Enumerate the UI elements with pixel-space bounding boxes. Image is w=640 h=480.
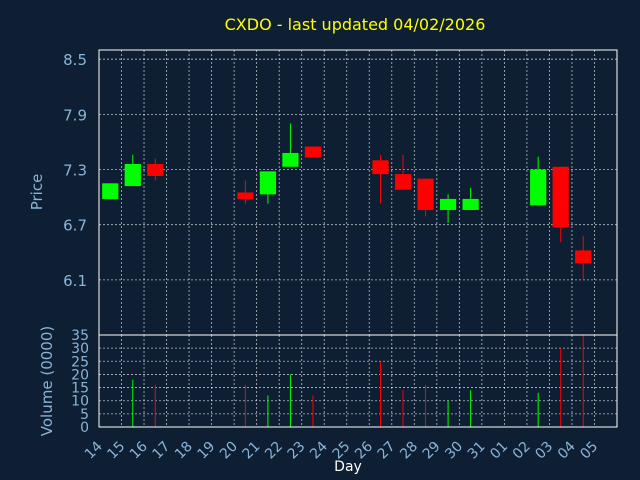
price-tick-label: 7.9 [63, 106, 87, 124]
day-tick-label: 29 [420, 439, 444, 463]
day-tick-label: 14 [82, 438, 106, 462]
x-axis-label: Day [334, 459, 362, 475]
day-tick-label: 20 [217, 439, 241, 463]
day-tick-label: 23 [285, 439, 309, 463]
day-tick-label: 24 [307, 438, 331, 462]
candle-body [237, 192, 254, 199]
candle-body [530, 169, 547, 206]
day-tick-label: 30 [442, 439, 466, 463]
candle-body [124, 164, 141, 187]
volume-tick-label: 30 [71, 341, 89, 357]
volume-tick-label: 20 [71, 367, 89, 383]
candles [102, 123, 592, 280]
candle-body [462, 198, 479, 210]
day-tick-label: 16 [127, 438, 151, 462]
volume-tick-label: 35 [71, 328, 89, 344]
volume-tick-label: 10 [71, 394, 89, 410]
volume-tick-label: 5 [80, 407, 89, 423]
price-gridlines [99, 50, 617, 335]
price-tick-label: 6.7 [63, 217, 87, 235]
day-tick-label: 03 [532, 439, 556, 463]
day-tick-label: 05 [577, 439, 601, 463]
candle-body [575, 250, 592, 264]
volume-bars [132, 335, 584, 427]
price-tick-labels: 8.5 7.9 7.3 6.7 6.1 [63, 51, 87, 290]
price-axis-label: Price [28, 174, 46, 211]
volume-tick-label: 0 [80, 420, 89, 436]
day-tick-label: 17 [149, 439, 173, 463]
candle-body [259, 171, 277, 195]
volume-axis-label: Volume (0000) [38, 326, 56, 436]
candle-body [439, 198, 457, 210]
candle-body [394, 174, 412, 190]
candle-body [417, 178, 434, 210]
price-tick-label: 7.3 [63, 162, 87, 180]
candle-body [552, 166, 569, 228]
day-tick-label: 18 [172, 439, 196, 463]
candle-body [102, 183, 119, 199]
candle-body [372, 160, 389, 175]
chart-title: CXDO - last updated 04/02/2026 [225, 15, 486, 34]
candle-body [282, 152, 299, 167]
volume-panel-border [98, 334, 618, 428]
candle-body [147, 164, 164, 176]
day-tick-label: 02 [510, 439, 534, 463]
day-tick-label: 28 [397, 439, 421, 463]
day-tick-label: 22 [262, 439, 286, 463]
volume-gridlines [99, 334, 617, 428]
price-tick-label: 8.5 [63, 51, 87, 69]
candle-body [304, 146, 322, 158]
day-tick-label: 15 [104, 439, 128, 463]
day-tick-label: 31 [465, 439, 489, 463]
price-tick-label: 6.1 [63, 272, 87, 290]
day-tick-label: 01 [487, 439, 511, 463]
volume-tick-label: 25 [71, 354, 89, 370]
volume-tick-label: 15 [71, 381, 89, 397]
day-tick-label: 21 [240, 439, 264, 463]
day-tick-label: 27 [375, 439, 399, 463]
day-tick-label: 04 [555, 438, 579, 462]
day-tick-label: 19 [195, 439, 219, 463]
